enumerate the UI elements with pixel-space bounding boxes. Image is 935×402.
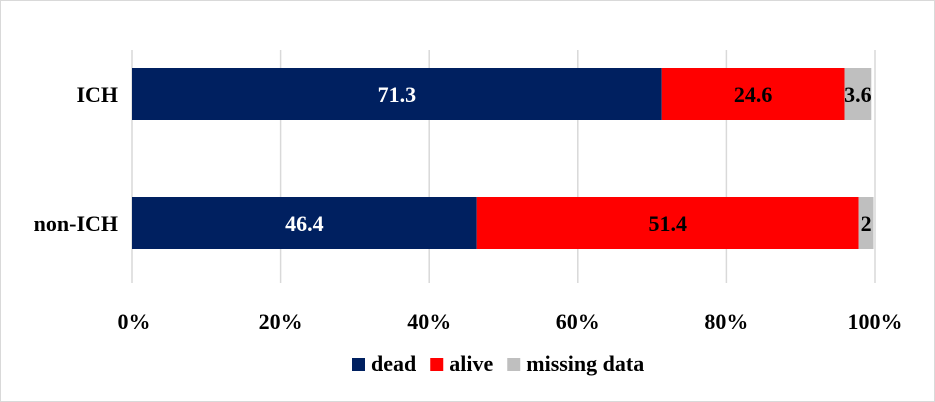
- x-tick-label-3: 60%: [556, 309, 600, 334]
- legend-swatch-alive: [430, 358, 444, 371]
- data-label-dead-1: 46.4: [285, 211, 324, 236]
- bar-dead-1: [132, 197, 477, 249]
- bar-missing-data-0: [844, 68, 872, 120]
- data-label-alive-1: 51.4: [648, 211, 687, 236]
- legend-swatch-missing-data: [507, 358, 521, 371]
- x-tick-label-4: 80%: [704, 309, 748, 334]
- legend-label-missing-data: missing data: [526, 351, 644, 376]
- legend-label-alive: alive: [449, 351, 493, 376]
- x-tick-label-2: 40%: [407, 309, 451, 334]
- x-tick-label-5: 100%: [848, 309, 903, 334]
- data-label-missing-data-0: 3.6: [844, 82, 872, 107]
- category-label-1: non-ICH: [34, 211, 118, 236]
- bar-dead-0: [132, 68, 662, 120]
- data-label-dead-0: 71.3: [378, 82, 417, 107]
- bar-missing-data-1: [858, 197, 874, 249]
- legend-swatch-dead: [352, 358, 365, 371]
- x-tick-label-0: 0%: [118, 309, 151, 334]
- x-tick-label-1: 20%: [259, 309, 303, 334]
- data-label-missing-data-1: 2: [861, 211, 872, 236]
- legend-label-dead: dead: [371, 351, 416, 376]
- data-label-alive-0: 24.6: [734, 82, 773, 107]
- category-label-0: ICH: [76, 82, 118, 107]
- bar-alive-0: [661, 68, 845, 120]
- bar-alive-1: [476, 197, 859, 249]
